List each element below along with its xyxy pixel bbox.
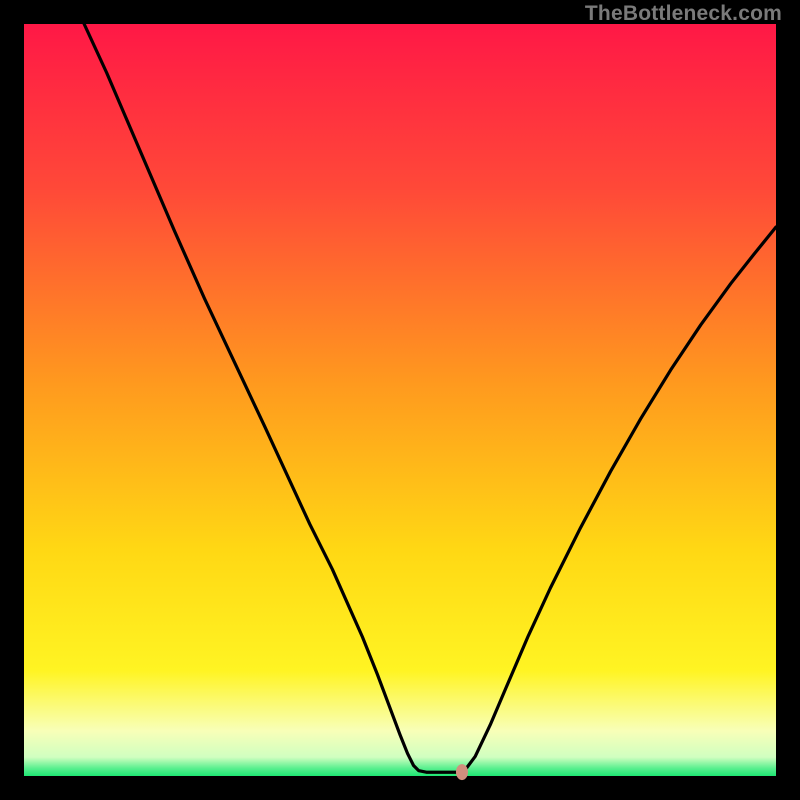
optimum-marker [456, 764, 468, 780]
chart-frame: TheBottleneck.com [0, 0, 800, 800]
bottleneck-curve-path [84, 24, 776, 772]
watermark-text: TheBottleneck.com [585, 2, 782, 26]
bottleneck-curve-svg [24, 24, 776, 776]
plot-area [24, 24, 776, 776]
